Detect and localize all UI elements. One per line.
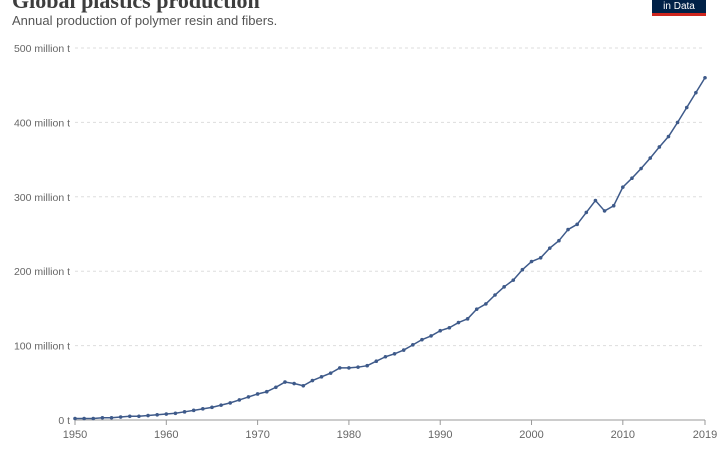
data-point xyxy=(146,413,150,418)
data-point xyxy=(602,209,607,213)
data-point xyxy=(502,285,506,289)
axes: 0 t 100 million t 200 million t 300 million… xyxy=(14,43,717,441)
x-tick-label: 2019 xyxy=(693,429,717,441)
data-point xyxy=(228,401,233,405)
data-point xyxy=(538,256,543,260)
data-point xyxy=(155,412,159,417)
data-point xyxy=(657,145,662,149)
data-point xyxy=(255,392,260,396)
data-point xyxy=(401,348,406,352)
data-point xyxy=(374,359,379,364)
data-point xyxy=(593,198,598,203)
data-point xyxy=(219,403,223,407)
data-point xyxy=(420,337,424,342)
y-tick-label: 100 million t xyxy=(14,341,70,353)
grid-lines xyxy=(75,47,705,347)
data-point xyxy=(411,343,415,347)
data-point xyxy=(575,222,579,227)
data-point xyxy=(292,381,296,386)
data-point xyxy=(429,334,433,338)
data-point xyxy=(173,411,178,416)
data-point xyxy=(392,351,397,356)
data-point xyxy=(246,395,251,399)
data-point xyxy=(73,416,77,421)
x-tick-label: 1990 xyxy=(428,429,452,441)
data-point xyxy=(703,75,707,80)
data-point xyxy=(109,415,114,420)
x-tick-label: 1980 xyxy=(337,429,361,441)
x-tick-label: 2000 xyxy=(519,429,543,441)
data-point xyxy=(82,416,86,421)
data-point xyxy=(456,320,461,325)
data-point xyxy=(319,375,324,379)
data-point xyxy=(621,185,625,189)
data-point xyxy=(675,120,680,125)
y-tick-label: 300 million t xyxy=(14,192,70,204)
data-point xyxy=(529,259,534,264)
data-point xyxy=(91,416,96,421)
y-tick-label: 0 t xyxy=(58,415,70,427)
data-point xyxy=(520,267,525,272)
data-point xyxy=(210,405,214,410)
data-point xyxy=(557,238,561,243)
data-point xyxy=(630,176,634,180)
x-tick-label: 1970 xyxy=(245,429,269,441)
data-point xyxy=(694,90,698,95)
data-point xyxy=(447,325,452,330)
x-tick-label: 1950 xyxy=(63,429,87,441)
data-point xyxy=(648,156,653,160)
x-tick-label: 1960 xyxy=(154,429,178,441)
data-point xyxy=(666,134,671,139)
data-point xyxy=(137,414,141,419)
data-point xyxy=(301,383,306,388)
data-point xyxy=(182,410,187,414)
x-tick-label: 2010 xyxy=(611,429,635,441)
data-point xyxy=(164,412,169,416)
series-line xyxy=(75,77,706,420)
data-point xyxy=(191,408,196,413)
data-point xyxy=(566,227,570,232)
data-point xyxy=(365,363,369,368)
data-point xyxy=(511,278,516,282)
data-point xyxy=(127,414,132,419)
data-point xyxy=(639,166,643,171)
data-point xyxy=(347,366,351,370)
data-point xyxy=(474,307,479,311)
data-point xyxy=(356,365,360,369)
series-points xyxy=(73,75,707,421)
y-tick-label: 400 million t xyxy=(14,117,70,129)
data-point xyxy=(438,328,443,333)
data-point xyxy=(264,389,269,394)
data-point xyxy=(283,380,287,384)
data-point xyxy=(493,293,497,297)
chart-title: Global plastics production xyxy=(12,0,260,13)
data-point xyxy=(611,203,616,208)
logo-text: in Data xyxy=(663,1,695,12)
data-point xyxy=(118,415,123,419)
data-point xyxy=(337,366,342,370)
data-point xyxy=(484,302,488,306)
chart-subtitle: Annual production of polymer resin and f… xyxy=(12,13,278,28)
data-point xyxy=(100,415,105,420)
data-point xyxy=(237,398,242,402)
data-point xyxy=(201,407,205,411)
data-point xyxy=(274,385,278,390)
data-point xyxy=(465,317,470,321)
data-point xyxy=(547,246,552,250)
owid-logo[interactable]: in Data xyxy=(652,0,706,16)
data-point xyxy=(684,105,689,110)
y-tick-label: 200 million t xyxy=(14,266,70,278)
y-tick-label: 500 million t xyxy=(14,43,70,55)
data-point xyxy=(310,378,315,383)
data-point xyxy=(328,371,333,375)
data-point xyxy=(383,354,388,359)
series-line-0 xyxy=(75,77,706,420)
data-point xyxy=(584,210,589,215)
